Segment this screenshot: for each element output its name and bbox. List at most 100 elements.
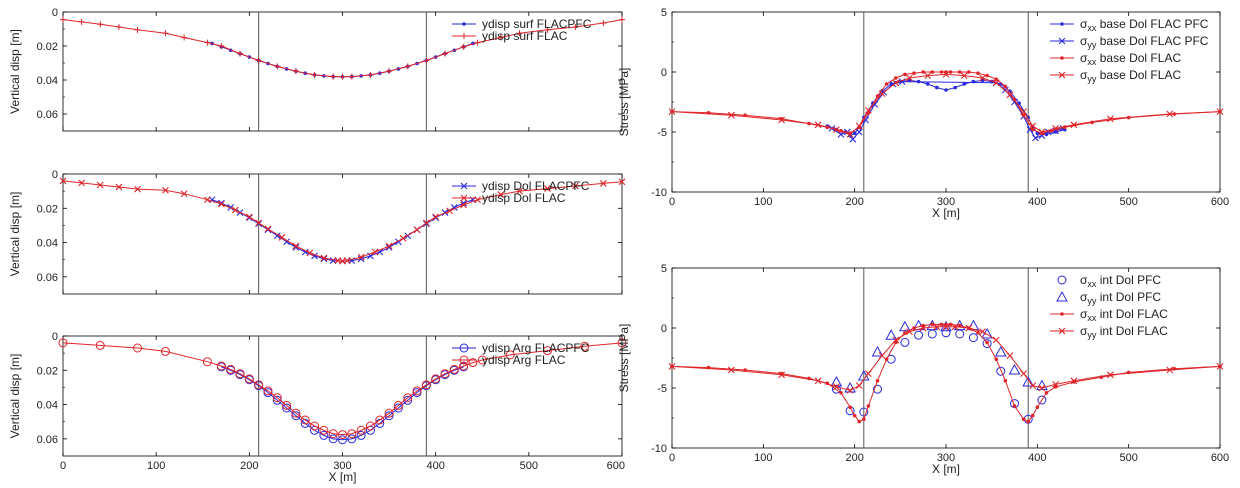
data-point-marker <box>263 386 273 396</box>
data-point-marker <box>255 57 262 64</box>
series-1 <box>216 362 469 445</box>
legend-entry: σxx base Dol FLAC PFC <box>1080 17 1209 33</box>
x-axis-label: X [m] <box>932 462 960 476</box>
data-point-marker <box>356 430 366 440</box>
data-point-marker <box>1008 363 1021 375</box>
data-point-marker <box>216 361 226 371</box>
data-point-marker <box>903 72 907 77</box>
data-point-marker <box>339 73 346 80</box>
data-point-marker <box>893 76 898 80</box>
data-point-marker <box>1057 275 1067 285</box>
data-point-marker <box>516 30 523 37</box>
data-point-marker <box>254 380 264 390</box>
data-point-marker <box>1021 417 1026 422</box>
data-point-marker <box>58 338 68 348</box>
data-point-marker <box>921 70 925 74</box>
data-point-marker <box>404 63 411 70</box>
x-tick-label: 200 <box>240 460 258 472</box>
data-point-marker <box>846 131 854 138</box>
x-tick-label: 100 <box>754 196 772 208</box>
data-point-marker <box>935 85 939 90</box>
data-point-marker <box>245 213 253 221</box>
legend-entry: ydisp surf FLAC <box>482 29 568 43</box>
legend-entry: ydisp Arg FLAC <box>482 353 566 367</box>
y-axis-label: Stress [MPa] <box>617 324 631 393</box>
data-point-marker <box>272 395 282 405</box>
data-point-marker <box>866 404 871 408</box>
data-point-marker <box>328 429 338 439</box>
series-line <box>211 42 474 78</box>
y-tick-label: -5 <box>657 383 667 395</box>
data-point-marker <box>1026 419 1030 424</box>
data-point-marker <box>1166 366 1174 374</box>
y-tick-label: 0.04 <box>37 75 58 87</box>
data-point-marker <box>272 393 282 403</box>
x-tick-label: 400 <box>1028 452 1046 464</box>
data-point-marker <box>852 131 857 135</box>
data-point-marker <box>446 207 454 215</box>
data-point-marker <box>1035 131 1040 135</box>
data-point-marker <box>994 357 999 362</box>
series-2 <box>59 177 626 265</box>
data-point-marker <box>962 82 967 86</box>
y-tick-label: -10 <box>651 443 667 455</box>
data-point-marker <box>833 383 840 391</box>
data-point-marker <box>1020 108 1028 115</box>
data-point-marker <box>1052 125 1059 132</box>
data-point-marker <box>1003 379 1008 383</box>
data-point-marker <box>580 341 590 351</box>
data-point-marker <box>264 225 272 233</box>
y-tick-label: 0 <box>661 67 667 79</box>
x-tick-label: 100 <box>147 460 165 472</box>
data-point-marker <box>985 340 989 345</box>
data-point-marker <box>95 340 105 350</box>
series-1 <box>208 196 477 265</box>
data-point-marker <box>1166 110 1174 118</box>
series-2 <box>828 78 1067 143</box>
data-point-marker <box>542 346 552 356</box>
y-tick-label: 0.02 <box>37 365 58 377</box>
legend-entry: σyy base Dol FLAC PFC <box>1080 34 1209 50</box>
data-point-marker <box>994 77 999 81</box>
data-point-marker <box>474 39 481 46</box>
legend-entry: σxx int Dol FLAC <box>1080 307 1168 323</box>
legend-entry: ydisp surf FLACPFC <box>482 17 592 31</box>
data-point-marker <box>839 391 843 395</box>
data-point-marker <box>461 33 467 39</box>
data-point-marker <box>976 331 980 335</box>
data-point-marker <box>982 339 992 349</box>
data-point-marker <box>237 50 244 57</box>
data-point-marker <box>160 346 170 356</box>
data-point-marker <box>878 352 886 359</box>
x-tick-label: 0 <box>669 452 675 464</box>
data-point-marker <box>855 122 863 130</box>
x-tick-label: 600 <box>607 460 625 472</box>
data-point-marker <box>274 63 281 70</box>
data-point-marker <box>440 369 450 379</box>
data-point-marker <box>924 72 932 79</box>
data-point-marker <box>468 358 478 368</box>
data-point-marker <box>942 71 950 78</box>
data-point-marker <box>462 22 466 26</box>
legend-entry: ydisp Arg FLACPFC <box>482 341 590 355</box>
data-point-marker <box>393 400 403 410</box>
chart-1: 0 0.02 0.04 0.06 Vertical disp [m] ydisp surf… <box>8 7 625 132</box>
data-point-marker <box>849 135 857 143</box>
data-point-marker <box>384 408 394 418</box>
data-point-marker <box>831 384 841 394</box>
data-point-marker <box>848 405 852 410</box>
data-point-marker <box>1038 128 1046 136</box>
data-point-marker <box>282 400 292 410</box>
data-point-marker <box>871 101 879 108</box>
data-point-marker <box>1037 395 1047 405</box>
data-point-marker <box>375 415 385 425</box>
data-point-marker <box>459 343 469 353</box>
data-point-marker <box>441 50 448 57</box>
data-point-marker <box>1035 405 1040 410</box>
data-point-marker <box>885 329 898 340</box>
data-point-marker <box>668 363 676 370</box>
data-point-marker <box>413 226 421 234</box>
